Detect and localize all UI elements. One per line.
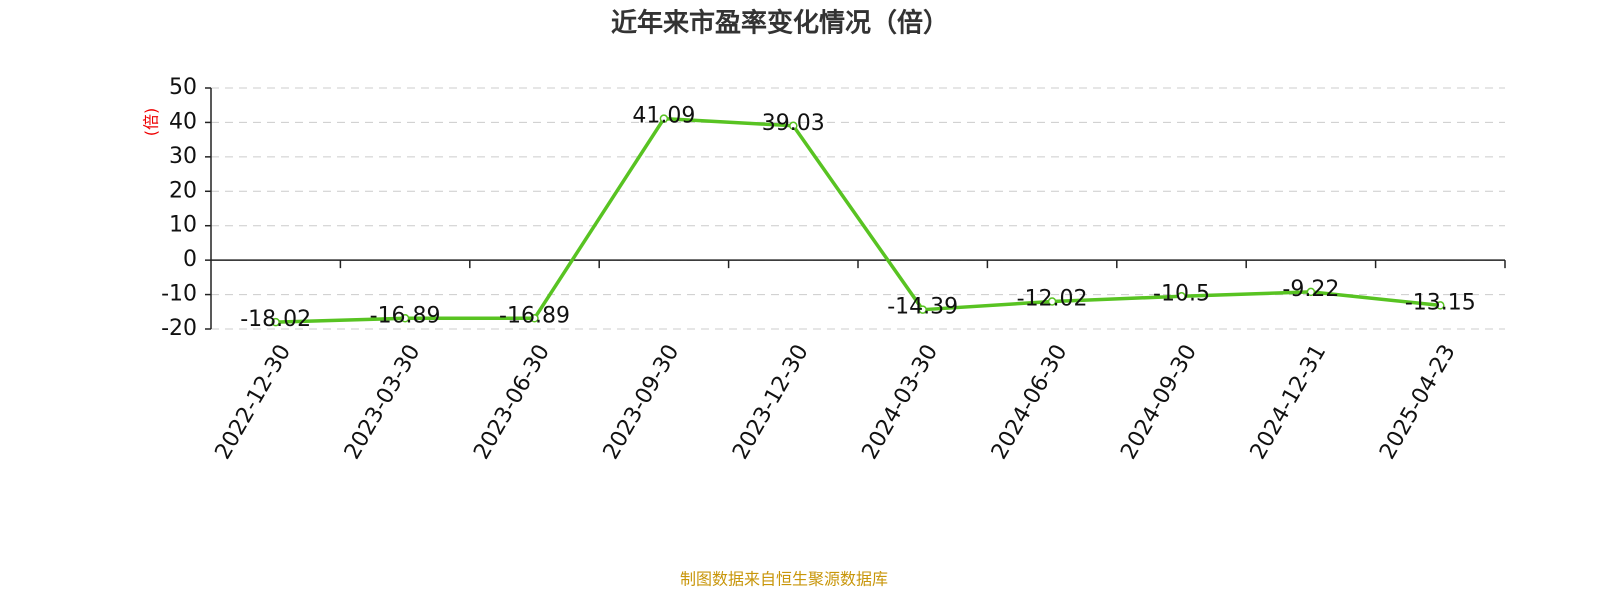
y-tick-label: 10 <box>169 213 197 238</box>
data-point <box>918 305 927 314</box>
data-label: -13.15 <box>1405 290 1476 315</box>
data-label: -18.02 <box>240 307 311 332</box>
data-point <box>530 314 539 323</box>
y-tick-label: 20 <box>169 178 197 203</box>
y-tick-label: 50 <box>169 75 197 100</box>
data-label: -10.5 <box>1153 281 1210 306</box>
x-tick-label: 2023-09-30 <box>599 341 685 464</box>
data-label: -16.89 <box>370 303 441 328</box>
y-tick-label: 30 <box>169 144 197 169</box>
x-tick-label: 2022-12-30 <box>211 341 297 464</box>
data-label: -16.89 <box>499 303 570 328</box>
x-tick-label: 2024-03-30 <box>858 341 944 464</box>
y-tick-label: -10 <box>161 282 197 307</box>
y-tick-label: 40 <box>169 109 197 134</box>
data-label: 39.03 <box>762 111 825 136</box>
x-tick-label: 2023-06-30 <box>469 341 555 464</box>
y-tick-label: 0 <box>183 247 197 272</box>
x-tick-label: 2024-09-30 <box>1116 341 1202 464</box>
data-label: -9.22 <box>1282 277 1339 302</box>
x-tick-label: 2023-03-30 <box>340 341 426 464</box>
x-tick-label: 2024-06-30 <box>987 341 1073 464</box>
data-label: 41.09 <box>632 104 695 129</box>
data-label: -12.02 <box>1017 287 1088 312</box>
chart-title: 近年来市盈率变化情况（倍） <box>611 8 949 39</box>
data-point <box>271 317 280 327</box>
y-axis-label: (倍) <box>142 108 161 137</box>
y-tick-label: -20 <box>161 316 197 341</box>
data-point <box>1177 292 1186 301</box>
x-tick-label: 2025-04-23 <box>1375 341 1461 464</box>
data-label: -14.39 <box>887 295 958 320</box>
data-point <box>1436 301 1445 310</box>
data-point <box>659 114 669 123</box>
source-note: 制图数据来自恒生聚源数据库 <box>680 570 888 589</box>
data-point <box>400 314 410 323</box>
x-tick-label: 2023-12-30 <box>728 341 814 464</box>
data-point <box>1306 287 1316 297</box>
data-point <box>1047 297 1057 306</box>
x-tick-label: 2024-12-31 <box>1246 341 1332 464</box>
data-point <box>789 121 798 131</box>
data-line <box>275 116 1441 324</box>
